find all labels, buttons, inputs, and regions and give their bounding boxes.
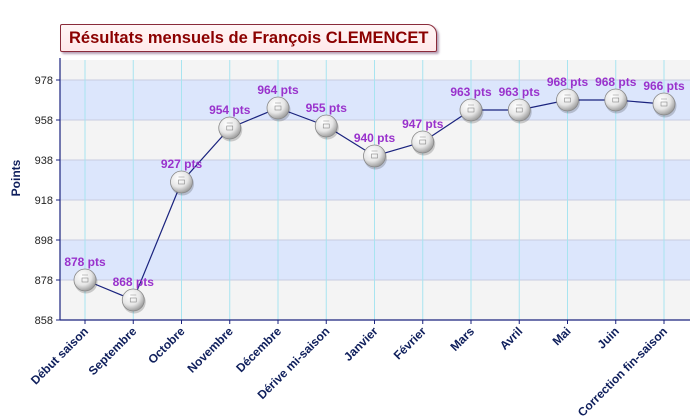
data-label: 954 pts bbox=[209, 103, 251, 117]
x-tick-label: Février bbox=[391, 324, 429, 362]
data-point bbox=[507, 98, 531, 122]
ping-pong-ball-icon bbox=[170, 170, 194, 196]
data-point bbox=[266, 96, 290, 120]
ping-pong-ball-icon bbox=[218, 116, 243, 142]
data-label: 878 pts bbox=[64, 255, 106, 269]
ball-stamp bbox=[81, 277, 89, 283]
ball-stamp bbox=[371, 153, 378, 159]
data-label: 966 pts bbox=[643, 79, 685, 93]
data-label: 968 pts bbox=[547, 75, 589, 89]
y-tick-label: 858 bbox=[35, 315, 53, 327]
chart-title: Résultats mensuels de François CLEMENCET bbox=[60, 24, 438, 52]
ping-pong-ball-icon bbox=[556, 88, 580, 114]
data-label: 955 pts bbox=[306, 101, 348, 115]
y-tick-label: 878 bbox=[35, 275, 53, 287]
ping-pong-ball-icon bbox=[266, 96, 291, 122]
y-tick-label: 958 bbox=[35, 115, 53, 127]
ping-pong-ball-icon bbox=[314, 114, 339, 140]
ping-pong-ball-icon bbox=[459, 98, 484, 124]
y-tick-label: 918 bbox=[35, 195, 53, 207]
y-tick-label: 898 bbox=[35, 235, 53, 247]
ball-stamp bbox=[612, 97, 620, 103]
ball-stamp bbox=[467, 107, 475, 113]
x-tick-label: Avril bbox=[497, 324, 525, 352]
y-tick-label: 978 bbox=[35, 75, 53, 87]
y-axis-label-text: Points bbox=[9, 159, 23, 197]
x-tick-label: Début saison bbox=[28, 324, 91, 387]
data-label: 927 pts bbox=[161, 157, 203, 171]
data-point bbox=[556, 88, 579, 112]
x-tick-label: Octobre bbox=[145, 324, 188, 367]
x-tick-label: Décembre bbox=[233, 324, 284, 375]
ping-pong-ball-icon bbox=[363, 144, 387, 170]
data-label: 964 pts bbox=[257, 83, 299, 97]
data-label: 940 pts bbox=[354, 131, 396, 145]
x-tick-label: Mai bbox=[550, 324, 574, 348]
x-tick-label: Novembre bbox=[184, 324, 236, 376]
data-label: 947 pts bbox=[402, 117, 444, 131]
x-tick-label: Juin bbox=[595, 324, 622, 351]
data-label: 968 pts bbox=[595, 75, 637, 89]
ping-pong-ball-icon bbox=[121, 288, 146, 314]
data-label: 963 pts bbox=[499, 85, 541, 99]
chart-title-text: Résultats mensuels de François CLEMENCET bbox=[69, 28, 429, 47]
data-label: 963 pts bbox=[450, 85, 492, 99]
ball-stamp bbox=[274, 105, 282, 111]
ball-stamp bbox=[178, 179, 185, 185]
ball-stamp bbox=[322, 123, 330, 129]
x-tick-label: Septembre bbox=[86, 324, 140, 378]
data-point bbox=[363, 144, 386, 168]
ball-stamp bbox=[226, 125, 234, 131]
ping-pong-ball-icon bbox=[411, 130, 436, 156]
data-point bbox=[411, 130, 435, 154]
y-axis-label: Points bbox=[4, 148, 28, 208]
ping-pong-ball-icon bbox=[507, 98, 532, 124]
x-tick-label: Janvier bbox=[341, 324, 381, 364]
data-point bbox=[459, 98, 483, 122]
ball-stamp bbox=[660, 101, 668, 107]
ping-pong-ball-icon bbox=[73, 268, 98, 294]
ball-stamp bbox=[129, 297, 137, 303]
data-point bbox=[314, 114, 338, 138]
data-point bbox=[73, 268, 97, 292]
x-tick-label: Mars bbox=[447, 324, 477, 354]
y-tick-label: 938 bbox=[35, 155, 53, 167]
data-point bbox=[121, 288, 145, 312]
data-point bbox=[604, 88, 628, 112]
x-tick-label: Correction fin-saison bbox=[575, 324, 670, 419]
ball-stamp bbox=[419, 139, 427, 145]
ball-stamp bbox=[564, 97, 571, 103]
data-point bbox=[170, 170, 193, 194]
ping-pong-ball-icon bbox=[604, 88, 629, 114]
data-point bbox=[218, 116, 242, 140]
data-point bbox=[652, 92, 676, 116]
data-label: 868 pts bbox=[113, 275, 155, 289]
ball-stamp bbox=[515, 107, 523, 113]
ping-pong-ball-icon bbox=[652, 92, 677, 118]
